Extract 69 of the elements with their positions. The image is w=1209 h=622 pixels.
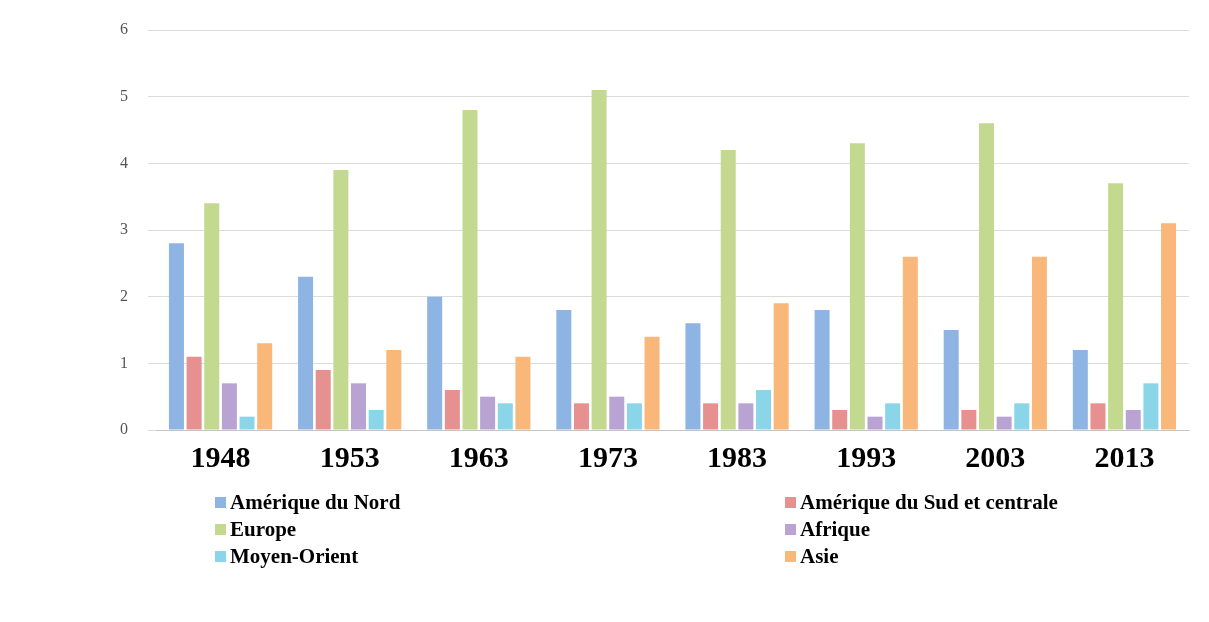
y-tick-label: 3 — [120, 220, 128, 238]
bar — [462, 110, 478, 430]
bar — [204, 203, 220, 430]
bar — [902, 256, 918, 430]
bar — [1161, 223, 1177, 430]
x-tick-label: 1983 — [707, 439, 768, 473]
legend-label: Europe — [230, 517, 297, 542]
x-tick-label: 1953 — [319, 439, 380, 473]
bar — [351, 383, 367, 430]
bar — [720, 150, 736, 430]
bar — [849, 143, 865, 430]
bar — [1090, 403, 1106, 430]
bar — [186, 356, 202, 430]
bar — [386, 350, 402, 430]
x-tick-label: 1963 — [448, 439, 509, 473]
bar — [832, 410, 848, 430]
x-tick-label: 2003 — [965, 439, 1026, 473]
bar — [626, 403, 642, 430]
bar — [168, 243, 184, 430]
x-tick-label: 1948 — [190, 439, 251, 473]
bar — [978, 123, 994, 430]
legend-label: Moyen-Orient — [230, 544, 359, 569]
bar — [703, 403, 719, 430]
bar — [814, 310, 830, 430]
x-tick-label: 1973 — [577, 439, 638, 473]
bar — [609, 396, 625, 430]
bar — [556, 310, 572, 430]
bar — [738, 403, 754, 430]
bar — [427, 296, 443, 430]
bar — [943, 330, 959, 430]
bar — [1143, 383, 1159, 430]
bar — [996, 416, 1012, 430]
bar — [1014, 403, 1030, 430]
bar — [298, 276, 314, 430]
bar — [1031, 256, 1047, 430]
bar — [444, 390, 460, 430]
legend-label: Asie — [800, 544, 839, 569]
x-tick-label: 2013 — [1094, 439, 1155, 473]
bar — [961, 410, 977, 430]
bar — [773, 303, 789, 430]
bar — [867, 416, 883, 430]
y-tick-label: 2 — [120, 286, 128, 304]
x-tick-label: 1993 — [836, 439, 897, 473]
bar — [1072, 350, 1088, 430]
bar — [257, 343, 273, 430]
bar — [885, 403, 901, 430]
bar — [591, 90, 607, 430]
legend-label: Afrique — [800, 517, 870, 542]
bar — [685, 323, 701, 430]
y-tick-label: 4 — [120, 153, 128, 171]
bar — [497, 403, 513, 430]
bar — [239, 416, 255, 430]
y-tick-label: 0 — [120, 420, 128, 438]
bar — [644, 336, 660, 430]
bar — [480, 396, 496, 430]
bar — [315, 370, 331, 430]
bar — [515, 356, 531, 430]
bar — [221, 383, 237, 430]
y-tick-label: 6 — [120, 20, 128, 38]
y-tick-label: 5 — [120, 86, 128, 104]
y-tick-label: 1 — [120, 353, 128, 371]
bar — [368, 410, 384, 430]
bar — [333, 170, 349, 430]
bar — [756, 390, 772, 430]
legend-label: Amérique du Nord — [230, 490, 401, 515]
bar — [573, 403, 589, 430]
bar — [1108, 183, 1124, 430]
bar — [1125, 410, 1141, 430]
legend-label: Amérique du Sud et centrale — [800, 490, 1058, 515]
